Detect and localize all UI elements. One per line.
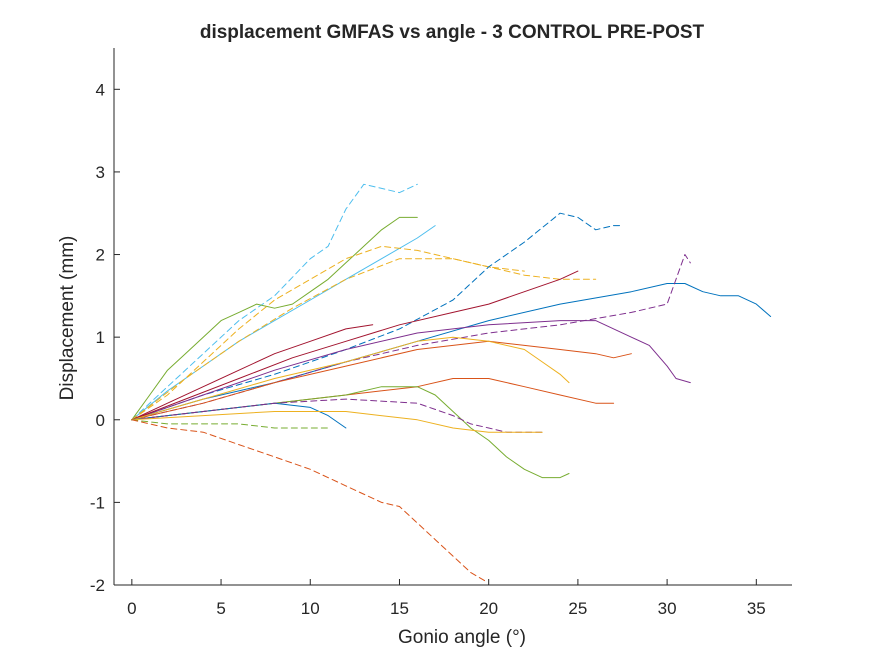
y-tick-label: 2	[96, 246, 105, 265]
y-tick-label: -1	[90, 493, 105, 512]
x-tick-label: 35	[747, 599, 766, 618]
y-tick-label: 0	[96, 411, 105, 430]
series-line-18	[131, 411, 543, 433]
x-axis-label: Gonio angle (°)	[398, 627, 526, 648]
series-line-19	[131, 419, 329, 429]
series-line-4	[131, 245, 525, 421]
series-line-15	[131, 386, 570, 479]
series-line-12	[131, 340, 632, 421]
axes: 0 5 10 15 20 25 30 35 -2 -1 0 1 2 3 4	[90, 48, 792, 618]
y-axis-label: Displacement (mm)	[57, 236, 78, 401]
chart-title: displacement GMFAS vs angle - 3 CONTROL …	[200, 22, 705, 43]
series-line-9	[131, 254, 691, 421]
y-tick-label: 1	[96, 328, 105, 347]
x-tick-label: 15	[390, 599, 409, 618]
series-line-17	[131, 398, 543, 433]
y-tick-label: -2	[90, 576, 105, 595]
y-tick-label: 3	[96, 163, 105, 182]
series-line-7	[131, 283, 772, 421]
series-line-8	[131, 320, 691, 421]
series-line-11	[131, 324, 374, 421]
series-line-13	[131, 336, 570, 421]
series-line-3	[131, 225, 436, 421]
series-line-10	[131, 270, 579, 421]
y-tick-label: 4	[96, 80, 105, 99]
series-group	[131, 183, 772, 582]
x-tick-label: 20	[479, 599, 498, 618]
series-line-5	[131, 258, 597, 421]
x-tick-label: 30	[658, 599, 677, 618]
series-line-6	[131, 212, 623, 421]
series-line-2	[131, 216, 418, 421]
x-tick-label: 10	[301, 599, 320, 618]
x-tick-label: 0	[127, 599, 136, 618]
series-line-1	[131, 183, 418, 421]
x-tick-label: 25	[568, 599, 587, 618]
x-tick-label: 5	[216, 599, 225, 618]
series-line-20	[131, 419, 486, 582]
